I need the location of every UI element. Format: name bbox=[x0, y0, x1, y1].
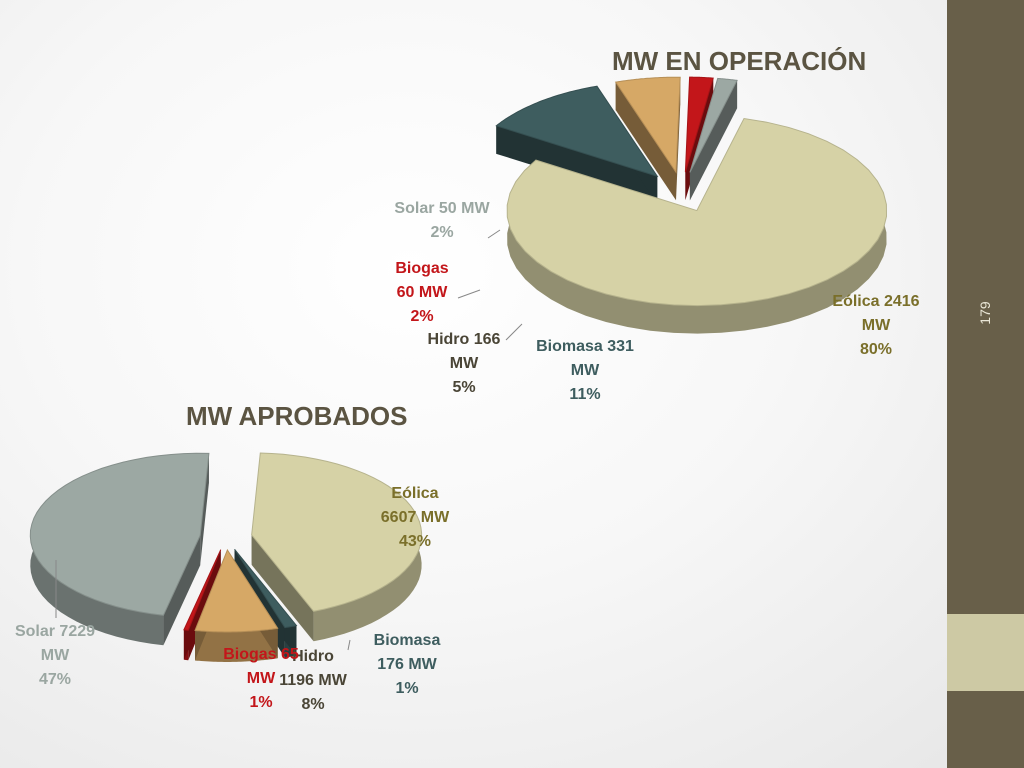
pie-slice-wall bbox=[163, 535, 201, 646]
label-op-biogas: Biogas 60 MW 2% bbox=[395, 260, 449, 325]
pie-slice-top bbox=[684, 76, 714, 173]
leader-op-biogas bbox=[457, 289, 481, 299]
pie-charts bbox=[29, 76, 888, 662]
pie-slice-op-hidro bbox=[614, 76, 681, 201]
pie-slice-wall bbox=[689, 80, 738, 201]
pie-slice-side bbox=[195, 628, 278, 662]
label-ap-solar: Solar 7229 MW 47% bbox=[14, 623, 96, 688]
label-op-eolica: Eólica 2416 MW 80% bbox=[832, 293, 920, 358]
label-op-biomasa: Biomasa 331 MW 11% bbox=[536, 338, 634, 403]
pie-slice-top bbox=[194, 548, 279, 633]
pie-slice-top bbox=[183, 549, 222, 631]
pie-slice-top bbox=[251, 452, 423, 612]
chart-title-aprobados: MW APROBADOS bbox=[186, 401, 408, 431]
pie-slice-wall bbox=[183, 549, 221, 660]
pie-slice-ap-elica bbox=[251, 452, 423, 642]
pie-slice-wall bbox=[615, 82, 677, 201]
leader-op-hidro bbox=[505, 323, 523, 341]
pie-slice-wall bbox=[200, 453, 209, 566]
chart-title-operacion: MW EN OPERACIÓN bbox=[612, 46, 867, 76]
leader-op-solar bbox=[487, 229, 501, 239]
pie-slice-ap-solar bbox=[29, 452, 210, 646]
pie-slice-wall bbox=[251, 534, 314, 642]
pie-slice-top bbox=[614, 76, 681, 174]
pie-slice-ap-hidro bbox=[194, 548, 279, 662]
pie-slice-top bbox=[29, 452, 210, 616]
pie-slice-top bbox=[506, 117, 888, 307]
label-op-solar: Solar 50 MW 2% bbox=[394, 200, 490, 241]
label-op-hidro: Hidro 166 MW 5% bbox=[427, 331, 501, 396]
page-number: 179 bbox=[977, 301, 993, 325]
pie-slice-op-solar bbox=[689, 77, 738, 201]
pie-slice-op-elica bbox=[506, 117, 888, 334]
pie-slice-top bbox=[495, 85, 659, 178]
leader-ap-hidro bbox=[347, 639, 351, 651]
pie-slice-op-biomasa bbox=[495, 85, 659, 205]
sidebar-band bbox=[947, 614, 1024, 691]
pie-slice-wall bbox=[496, 125, 658, 205]
pie-slice-top bbox=[689, 77, 738, 173]
label-ap-hidro: Hidro 1196 MW 8% bbox=[279, 648, 347, 713]
pie-slice-top bbox=[234, 548, 298, 629]
label-ap-eolica: Eólica 6607 MW 43% bbox=[380, 485, 450, 550]
label-ap-biogas: Biogas 65 MW 1% bbox=[223, 646, 299, 711]
label-ap-biomasa: Biomasa 176 MW 1% bbox=[373, 632, 441, 697]
